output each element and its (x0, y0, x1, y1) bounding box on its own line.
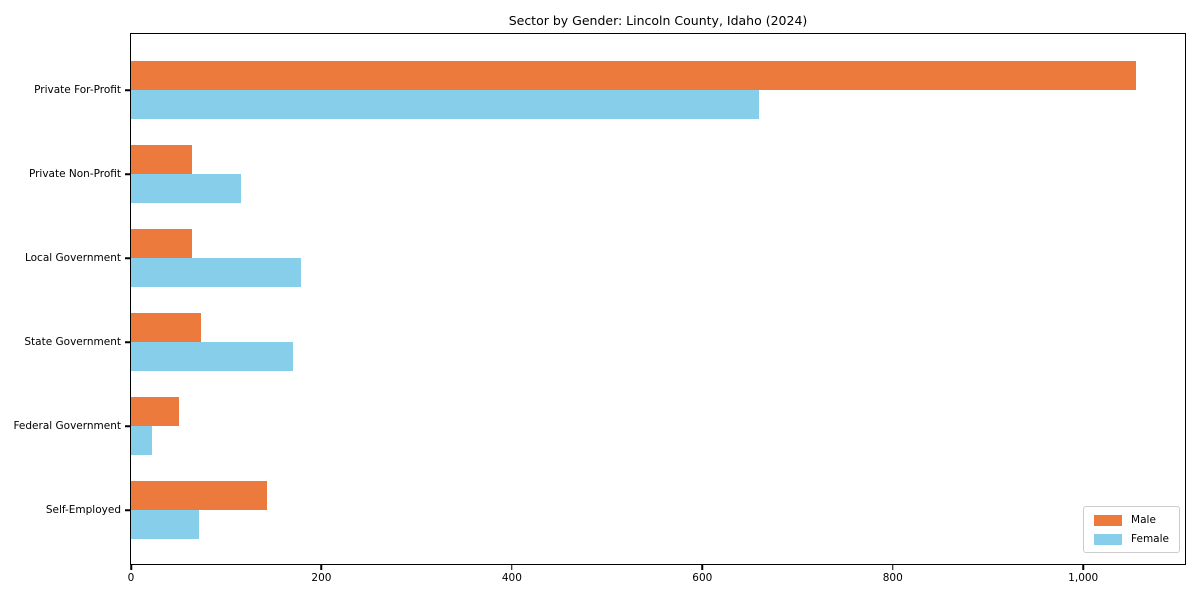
legend-swatch-female (1094, 533, 1123, 545)
legend-label-male: Male (1131, 514, 1156, 526)
bar-male-private-for-profit (131, 61, 1136, 90)
x-tick-mark (1082, 565, 1084, 570)
y-tick-label-state-government: State Government (24, 336, 121, 348)
x-tick-label-400: 400 (501, 572, 522, 584)
bar-male-federal-government (131, 397, 179, 426)
x-tick-label-800: 800 (882, 572, 903, 584)
y-tick-mark (125, 173, 130, 175)
y-tick-mark (125, 341, 130, 343)
bar-male-self-employed (131, 481, 268, 510)
y-tick-mark (125, 89, 130, 91)
y-tick-label-self-employed: Self-Employed (45, 504, 121, 516)
bar-female-state-government (131, 342, 293, 371)
y-tick-label-federal-government: Federal Government (13, 420, 121, 432)
y-tick-label-local-government: Local Government (24, 252, 121, 264)
plot-area: Male Female Private For-Profit Private No… (13, 33, 1186, 584)
y-tick-mark (125, 257, 130, 259)
legend-label-female: Female (1131, 533, 1169, 545)
bar-female-federal-government (131, 426, 152, 455)
bar-male-local-government (131, 229, 192, 258)
y-tick-label-private-non-profit: Private Non-Profit (28, 168, 121, 180)
x-tick-mark (320, 565, 323, 570)
x-tick-label-600: 600 (692, 572, 713, 584)
x-tick-label-200: 200 (311, 572, 332, 584)
bar-female-private-non-profit (131, 174, 241, 203)
x-tick-mark (701, 565, 704, 570)
legend-item-female: Female (1094, 533, 1169, 545)
bar-female-self-employed (131, 510, 199, 539)
bar-male-state-government (131, 313, 202, 342)
bar-female-private-for-profit (131, 90, 759, 119)
bar-female-local-government (131, 258, 302, 287)
legend-swatch-male (1094, 514, 1123, 526)
bar-male-private-non-profit (131, 145, 192, 174)
x-tick-mark (892, 565, 894, 570)
legend-item-male: Male (1094, 514, 1169, 526)
x-tick-mark (511, 565, 513, 570)
x-tick-label-1-000: 1,000 (1068, 572, 1099, 584)
x-tick-label-0: 0 (127, 572, 135, 584)
y-tick-mark (125, 425, 130, 427)
y-tick-mark (125, 509, 130, 511)
legend: Male Female (1083, 506, 1180, 553)
x-tick-mark (130, 565, 132, 570)
y-tick-label-private-for-profit: Private For-Profit (34, 84, 121, 96)
chart-title: Sector by Gender: Lincoln County, Idaho … (508, 13, 808, 28)
